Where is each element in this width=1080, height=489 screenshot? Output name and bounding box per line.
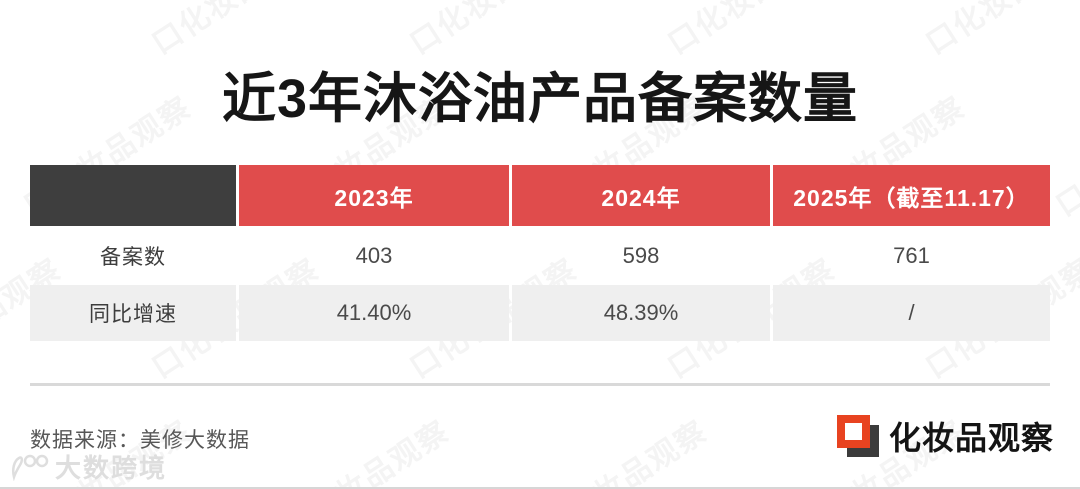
row-label-registrations: 备案数 <box>100 245 166 269</box>
brand-name: 化妆品观察 <box>888 420 1054 456</box>
yoy-growth-2023-value: 41.40% <box>239 285 509 341</box>
row-label-yoy-growth: 同比增速 <box>30 285 236 341</box>
corner-watermark-text: 大数跨境 <box>55 453 168 483</box>
corner-watermark-icon <box>11 454 49 481</box>
page-title: 近3年沐浴油产品备案数量 <box>221 69 859 129</box>
column-header-2025: 2025年（截至11.17） <box>773 165 1050 226</box>
yoy-growth-2024-value: 48.39% <box>512 285 770 341</box>
column-header-2023: 2023年 <box>239 165 509 226</box>
data-table: 2023年 2024年 2025年（截至11.17） 备案数 403 598 7… <box>30 165 1050 341</box>
diagonal-watermark-text: 口化妆品观察 <box>534 414 714 489</box>
diagonal-watermark-text: 口化妆品观察 <box>276 414 456 489</box>
table-corner-cell <box>30 165 236 226</box>
yoy-growth-2025-value: / <box>773 285 1050 341</box>
divider-line <box>30 383 1050 386</box>
column-header-2024: 2024年 <box>512 165 770 226</box>
registrations-2024-value: 598 <box>622 242 660 268</box>
corner-watermark: 大数跨境 <box>10 448 167 485</box>
brand-square-red <box>836 414 870 448</box>
registrations-2025-value: 761 <box>893 242 930 268</box>
brand-square-icon <box>836 414 880 458</box>
brand-logo: 化妆品观察 <box>836 413 1054 459</box>
data-source-text: 数据来源：美修大数据 <box>30 429 250 452</box>
registrations-2023-value: 403 <box>355 242 393 268</box>
